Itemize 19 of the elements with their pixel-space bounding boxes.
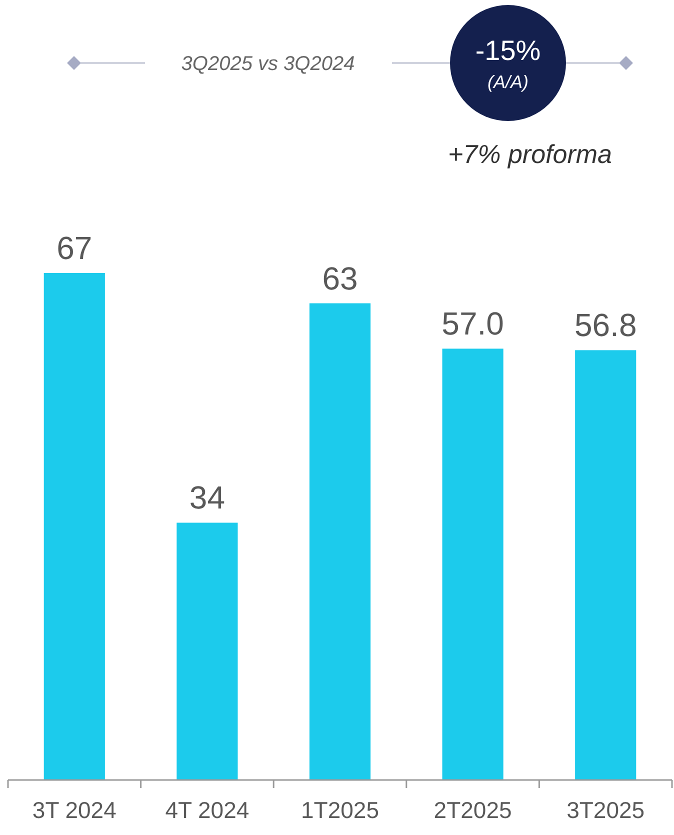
data-label: 56.8 [574, 307, 637, 344]
x-tick-label: 3T2025 [566, 797, 645, 823]
bar [575, 350, 636, 780]
bar [176, 522, 238, 780]
x-tick-label: 4T 2024 [165, 797, 250, 823]
bar [442, 348, 504, 780]
text: +7% proforma [448, 139, 612, 169]
text: 3Q2025 vs 3Q2024 [181, 53, 355, 75]
bar [309, 303, 371, 780]
bar [44, 273, 105, 780]
data-label: 57.0 [442, 306, 504, 342]
x-tick-label: 2T2025 [434, 797, 512, 823]
data-label: 34 [189, 480, 225, 516]
x-tick-label: 1T2025 [300, 797, 380, 823]
text: -15% [475, 35, 541, 66]
x-tick-label: 3T 2024 [32, 797, 117, 823]
data-label: 67 [56, 230, 92, 266]
data-label: 63 [322, 260, 358, 296]
text: (A/A) [487, 72, 529, 92]
